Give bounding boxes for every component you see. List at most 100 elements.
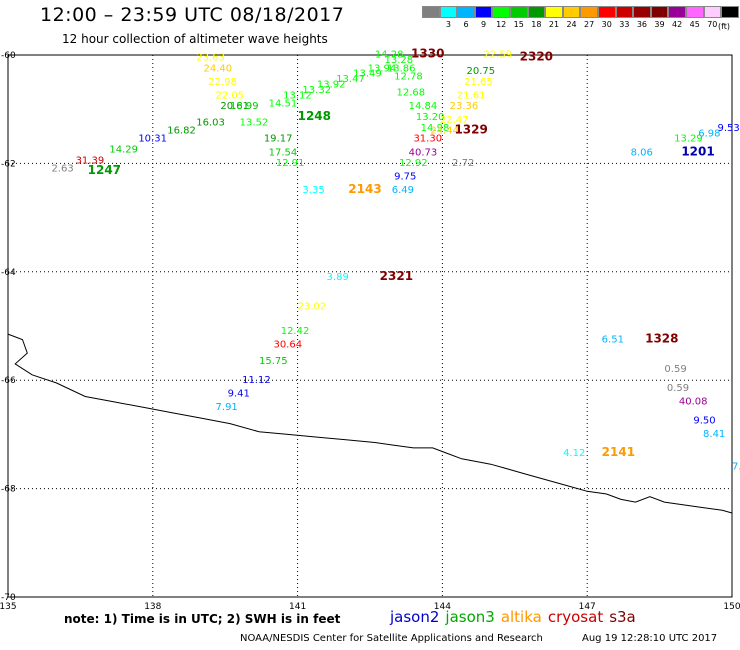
wave-height-label: 13.92 [317,80,346,91]
legend-label: 3 [445,20,451,29]
wave-height-label: 13.32 [302,85,331,96]
wave-height-label: 3.89 [327,272,349,283]
legend-entry: 39 [650,6,669,29]
wave-height-label: 13.20 [416,112,445,123]
wave-height-label: 16.82 [167,126,196,137]
pass-time-label: 1328 [645,331,678,345]
wave-height-label: 7.91 [216,402,238,413]
legend-swatch [615,6,634,18]
wave-height-label: 31.39 [76,155,105,166]
wave-height-label: 2.72 [452,158,474,169]
legend-entry: 9 [474,6,493,29]
legend-entry: 45 [685,6,704,29]
legend-label: 70 [707,20,718,29]
wave-height-label: 31.30 [413,134,442,145]
wave-height-label: 9.50 [693,416,715,427]
lat-tick-label: -64 [1,268,16,278]
lat-tick-label: -60 [1,51,16,61]
wave-height-label: 40.73 [409,147,438,158]
pass-time-label: 1201 [681,144,714,158]
legend-entry: 21 [545,6,563,29]
legend-swatch [545,6,563,18]
wave-height-label: 14.51 [269,98,298,109]
color-legend: 3 6 9 12 15 18 21 24 27 30 33 36 39 42 45 70 [422,6,739,29]
satellite-label: s3a [609,608,636,626]
legend-entry: 18 [527,6,546,29]
lat-tick-label: -66 [1,376,16,386]
satellite-label: cryosat [547,608,604,626]
wave-height-label: 13.12 [283,90,312,101]
wave-height-label: 24.40 [203,63,232,74]
pass-time-labels: 1330 2320 1248 1329 1247 2143 1201 2321 1328 2141 [88,47,715,459]
lat-tick-label: -70 [1,593,16,603]
legend-label: 42 [672,20,683,29]
wave-height-label: 24.44 [430,126,459,137]
legend-unit: (ft) [718,22,731,31]
wave-height-label: 23.02 [298,302,327,313]
legend-swatch [527,6,546,18]
wave-height-label: 12.92 [399,158,428,169]
wave-height-label: 8.41 [703,429,725,440]
legend-swatch [457,6,475,18]
wave-height-label: 19.17 [264,134,293,145]
legend-swatch [439,6,458,18]
legend-entry: 3 [439,6,458,29]
satellite-label: altika [500,608,542,626]
legend-entry: 33 [615,6,634,29]
legend-entry: 42 [668,6,686,29]
satellite-label: jason3 [445,608,495,626]
legend-label: 12 [496,20,507,29]
wave-height-label: 7.00 [732,462,740,473]
wave-height-label: 6.51 [602,334,624,345]
pass-time-label: 1248 [298,109,331,123]
legend-entry [721,6,739,29]
wave-height-label: 13.47 [336,74,365,85]
axis-ticks: 135 138 141 144 147 150 -60 -62 -64 -66 -68 -70 [0,51,740,612]
wave-height-label: 6.49 [392,185,414,196]
legend-label: 15 [513,20,524,29]
legend-label: 27 [584,20,595,29]
pass-time-label: 2143 [348,182,381,196]
wave-height-label: 14.28 [375,50,404,61]
wave-height-label: 4.12 [563,448,585,459]
legend-swatch [492,6,510,18]
pass-time-label: 2321 [380,269,413,283]
wave-height-label: 0.59 [664,364,686,375]
wave-height-label: 23.63 [196,52,225,63]
pass-time-label: 1247 [88,163,121,177]
wave-height-label: 13.49 [353,69,382,80]
lat-tick-label: -62 [1,159,16,169]
wave-height-label: 16.03 [196,117,225,128]
map-gridlines [8,55,732,597]
coastline [7,333,733,514]
wave-height-label: 12.91 [276,158,305,169]
legend-label: 6 [463,20,469,29]
lon-tick-label: 144 [434,602,451,612]
legend-entry: 36 [633,6,651,29]
wave-height-label: 2.63 [51,164,73,175]
legend-label: 30 [601,20,612,29]
wave-height-label: 23.36 [450,101,479,112]
wave-height-label: 21.65 [464,77,493,88]
legend-swatch [633,6,651,18]
wave-height-label: 3.35 [302,185,324,196]
lat-tick-label: -68 [1,485,16,495]
lon-tick-label: 141 [289,602,306,612]
wave-height-label: 8.06 [631,147,653,158]
credit-line: NOAA/NESDIS Center for Satellite Applica… [240,633,543,644]
wave-height-label: 30.64 [273,340,302,351]
legend-label: 18 [531,20,542,29]
wave-height-label: 9.75 [394,172,416,183]
wave-height-label: 12.68 [397,88,426,99]
legend-entry: 27 [580,6,598,29]
wave-height-label: 17.54 [269,147,298,158]
coastline-path [7,333,733,514]
wave-height-label: 22.59 [483,50,512,61]
wave-height-label: 13.28 [384,55,413,66]
legend-swatch [721,6,739,18]
lon-tick-label: 150 [723,602,740,612]
legend-swatch [509,6,528,18]
wave-height-label: 14.84 [409,101,438,112]
wave-height-label: 15.75 [259,356,288,367]
